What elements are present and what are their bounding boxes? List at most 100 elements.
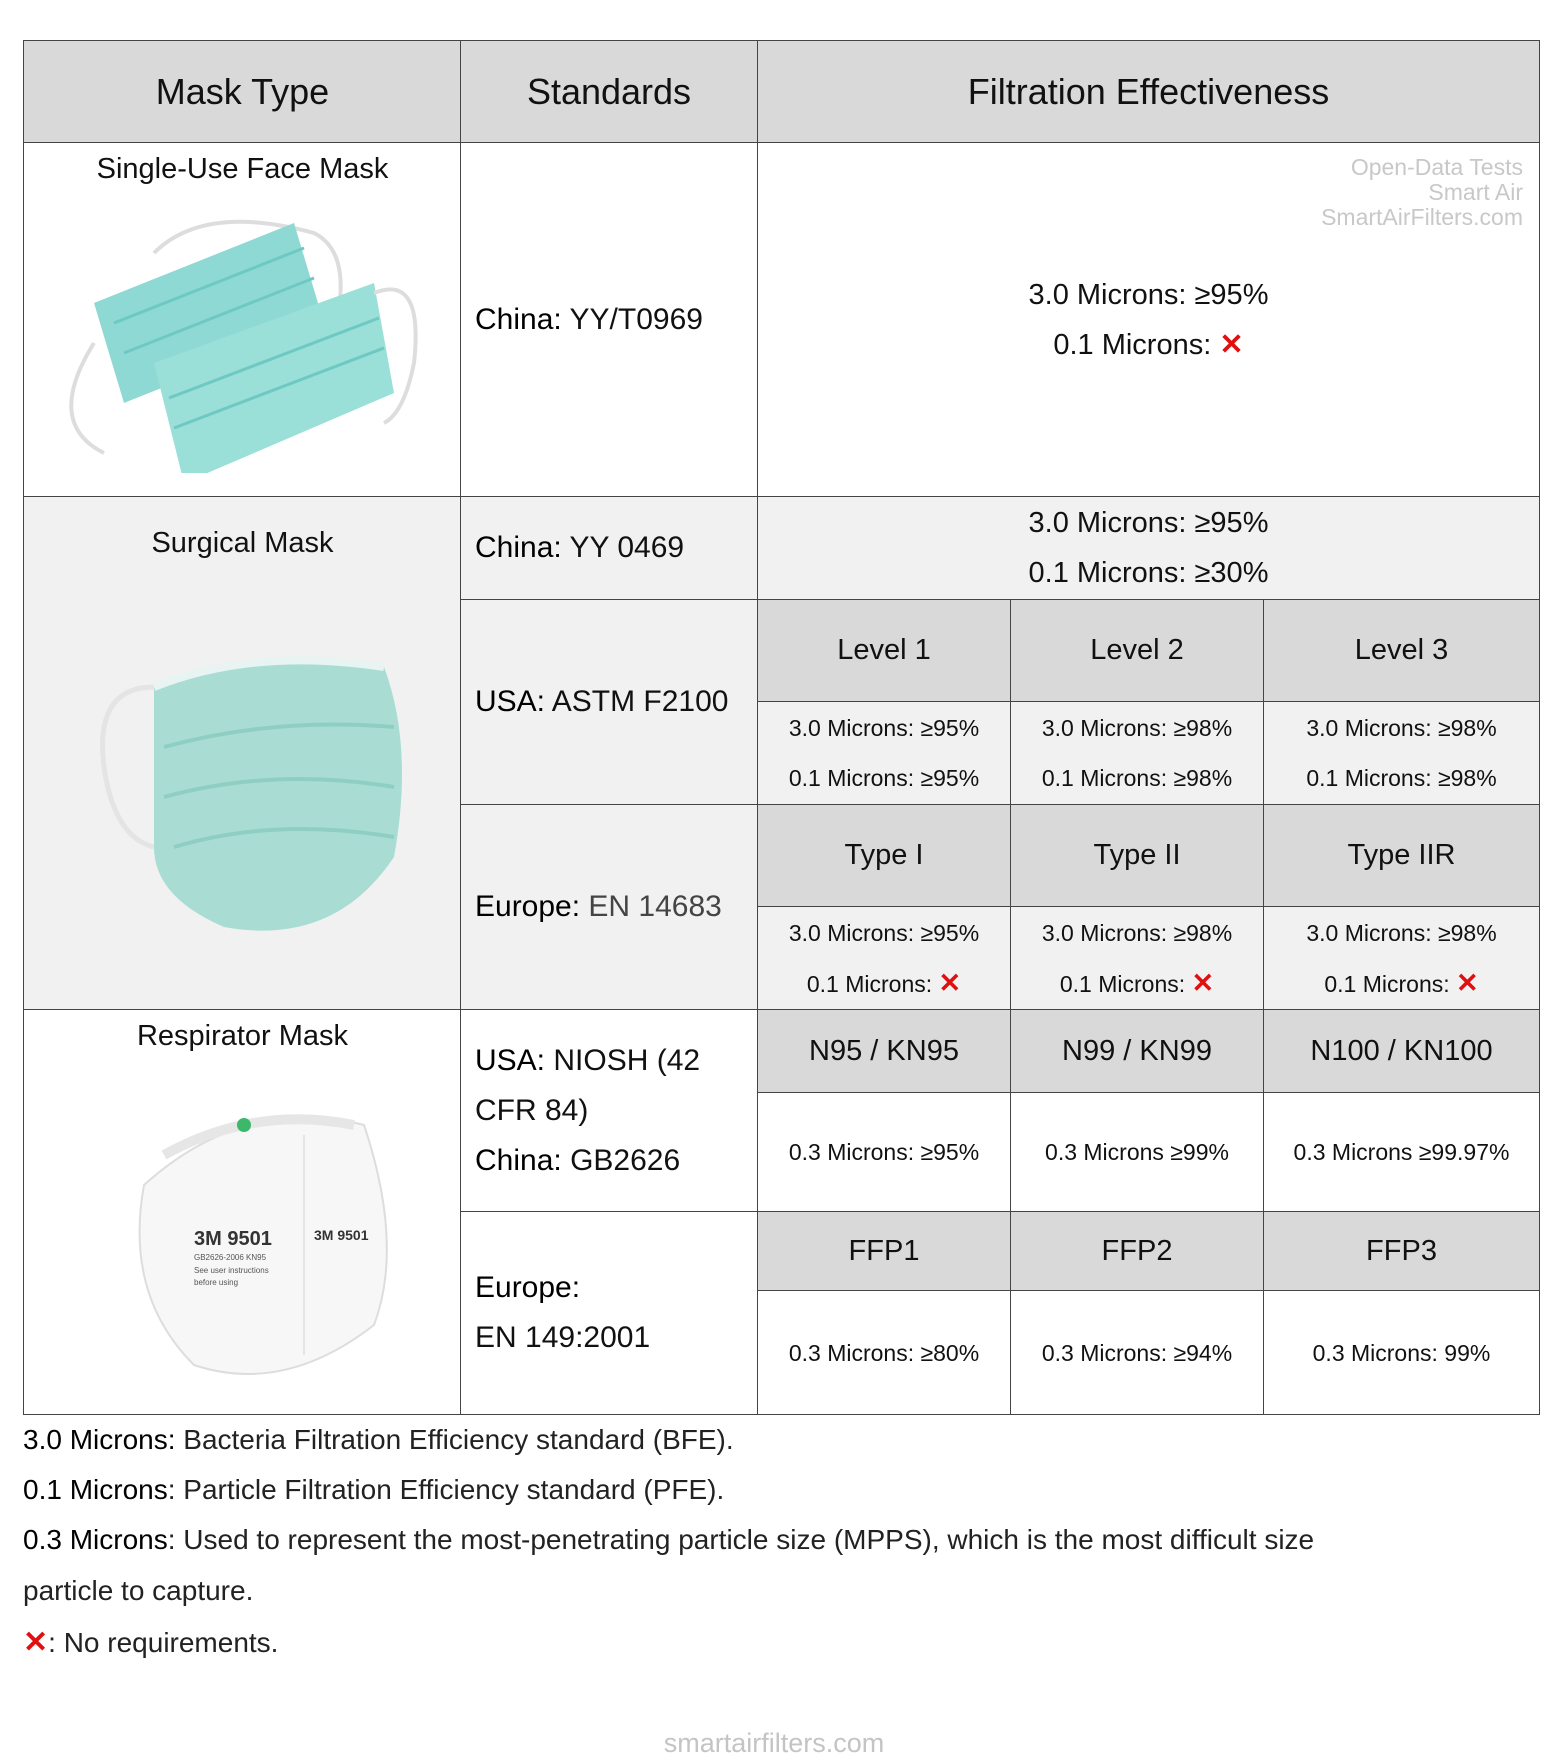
level-1-values: 3.0 Microns: ≥95% 0.1 Microns: ≥95% [757, 701, 1011, 805]
type-label: Type IIR [1347, 839, 1456, 871]
surgical-europe-standard: Europe: EN 14683 [460, 804, 758, 1010]
header-label: Filtration Effectiveness [967, 70, 1330, 112]
n99-header: N99 / KN99 [1010, 1009, 1264, 1093]
filtration-line: 0.1 Microns: ≥98% [1306, 765, 1497, 791]
note-0-3-cont: particle to capture. [23, 1575, 253, 1607]
filtration-line: 0.3 Microns: ≥95% [788, 1139, 980, 1165]
note-no-requirements: ✕: No requirements. [23, 1625, 278, 1660]
standard-value: GB2626 [570, 1143, 681, 1177]
respirator-niosh-standard: USA: NIOSH (42 CFR 84) China: GB2626 [460, 1009, 758, 1212]
class-label: N100 / KN100 [1310, 1034, 1493, 1067]
mask-title: Surgical Mask [151, 527, 334, 559]
red-x-icon: ✕ [1219, 328, 1244, 361]
watermark-line: Smart Air [1428, 179, 1523, 205]
filtration-line: 0.1 Microns: ✕ [1053, 320, 1243, 370]
header-label: Mask Type [155, 70, 330, 112]
n100-value: 0.3 Microns ≥99.97% [1263, 1092, 1540, 1212]
note-term: 3.0 Microns: [23, 1424, 176, 1455]
note-text: : Used to represent the most-penetrating… [167, 1524, 1315, 1555]
filtration-line: 3.0 Microns: ≥98% [1306, 919, 1497, 946]
n100-header: N100 / KN100 [1263, 1009, 1540, 1093]
filtration-line: 0.1 Microns: ✕ [1324, 958, 1478, 1009]
respirator-mask-image: 3M 9501 GB2626-2006 KN95 See user instru… [138, 1114, 388, 1375]
filtration-line: 0.3 Microns: 99% [1312, 1339, 1491, 1366]
filtration-line: 0.1 Microns: ≥95% [788, 765, 980, 791]
filtration-line: 0.1 Microns: ✕ [1060, 958, 1214, 1009]
surgical-mask-image [100, 656, 402, 931]
filtration-line: 0.3 Microns: ≥80% [788, 1339, 980, 1366]
svg-text:3M 9501: 3M 9501 [314, 1227, 369, 1243]
type-label: Type I [844, 839, 924, 871]
header-standards: Standards [460, 40, 758, 143]
header-label: Standards [526, 70, 692, 112]
watermark-line: Open-Data Tests [1350, 154, 1523, 180]
standard-value: YY 0469 [569, 531, 685, 564]
filtration-line: 3.0 Microns: ≥95% [788, 919, 980, 946]
type-label: Type II [1093, 839, 1181, 871]
svg-text:before using: before using [194, 1278, 238, 1287]
watermark-line: SmartAirFilters.com [1321, 204, 1523, 230]
single-use-standard: China: YY/T0969 [460, 142, 758, 497]
n95-header: N95 / KN95 [757, 1009, 1011, 1093]
type-i-values: 3.0 Microns: ≥95% 0.1 Microns: ✕ [757, 906, 1011, 1010]
filtration-label: 0.1 Microns: [1324, 970, 1450, 997]
single-use-mask-cell: Single-Use Face Mask [23, 142, 462, 497]
level-label: Level 2 [1090, 634, 1184, 666]
filtration-label: 0.1 Microns: [806, 970, 933, 997]
standard-value: EN 149:2001 [475, 1321, 651, 1354]
single-use-mask-image [69, 219, 418, 473]
note-term: 0.3 Microns [23, 1524, 168, 1555]
surgical-usa-standard: USA: ASTM F2100 [460, 599, 758, 805]
mask-title: Respirator Mask [136, 1020, 349, 1052]
filtration-line: 0.3 Microns ≥99% [1045, 1139, 1229, 1165]
class-label: N99 / KN99 [1062, 1034, 1212, 1067]
filtration-line: 0.3 Microns: ≥94% [1041, 1339, 1233, 1366]
red-x-icon: ✕ [1456, 967, 1479, 998]
standard-label: USA: [475, 1043, 546, 1077]
standard-text: China: GB2626 [475, 1136, 680, 1186]
class-label: FFP3 [1366, 1234, 1437, 1267]
standard-label: China: [475, 531, 562, 564]
standard-text: Europe: [475, 1263, 580, 1313]
watermark: Open-Data Tests Smart Air SmartAirFilter… [1321, 155, 1523, 230]
type-ii-values: 3.0 Microns: ≥98% 0.1 Microns: ✕ [1010, 906, 1264, 1010]
note-0-3: 0.3 Microns: Used to represent the most-… [23, 1524, 1314, 1556]
standard-text: China: YY 0469 [475, 523, 684, 573]
filtration-line: 3.0 Microns: ≥98% [1306, 715, 1497, 741]
class-label: FFP2 [1101, 1234, 1173, 1267]
ffp2-header: FFP2 [1010, 1211, 1264, 1291]
standard-label: China: [475, 1143, 562, 1177]
level-2-values: 3.0 Microns: ≥98% 0.1 Microns: ≥98% [1010, 701, 1264, 805]
filtration-line: 3.0 Microns: ≥95% [1028, 507, 1269, 539]
ffp3-header: FFP3 [1263, 1211, 1540, 1291]
level-2-header: Level 2 [1010, 599, 1264, 702]
header-mask-type: Mask Type [23, 40, 462, 143]
filtration-line: 0.1 Microns: ✕ [807, 958, 961, 1009]
ffp3-value: 0.3 Microns: 99% [1263, 1290, 1540, 1415]
type-iir-header: Type IIR [1263, 804, 1540, 907]
filtration-line: 3.0 Microns: ≥95% [788, 715, 980, 741]
note-0-1: 0.1 Microns: Particle Filtration Efficie… [23, 1474, 724, 1506]
n99-value: 0.3 Microns ≥99% [1010, 1092, 1264, 1212]
filtration-line: 0.1 Microns: ≥30% [1028, 557, 1269, 589]
red-x-icon: ✕ [938, 967, 962, 998]
filtration-label: 0.1 Microns: [1053, 328, 1212, 361]
single-use-filtration: Open-Data Tests Smart Air SmartAirFilter… [757, 142, 1540, 497]
filtration-line: 3.0 Microns: ≥98% [1041, 715, 1233, 741]
respirator-mask-cell: Respirator Mask 3M 9501 GB2626-2006 KN95… [23, 1009, 462, 1415]
level-3-header: Level 3 [1263, 599, 1540, 702]
surgical-china-filtration: 3.0 Microns: ≥95% 0.1 Microns: ≥30% [757, 496, 1540, 600]
filtration-line: 3.0 Microns: ≥95% [1028, 278, 1269, 311]
footer-url: smartairfilters.com [663, 1728, 885, 1758]
type-i-header: Type I [757, 804, 1011, 907]
header-filtration: Filtration Effectiveness [757, 40, 1540, 143]
standard-value: YY/T0969 [569, 302, 703, 336]
ffp2-value: 0.3 Microns: ≥94% [1010, 1290, 1264, 1415]
ffp1-value: 0.3 Microns: ≥80% [757, 1290, 1011, 1415]
surgical-mask-cell: Surgical Mask [23, 496, 462, 1010]
n95-value: 0.3 Microns: ≥95% [757, 1092, 1011, 1212]
level-label: Level 3 [1354, 634, 1449, 666]
standard-value: EN 14683 [588, 890, 722, 923]
standard-value: ASTM F2100 [551, 685, 729, 718]
